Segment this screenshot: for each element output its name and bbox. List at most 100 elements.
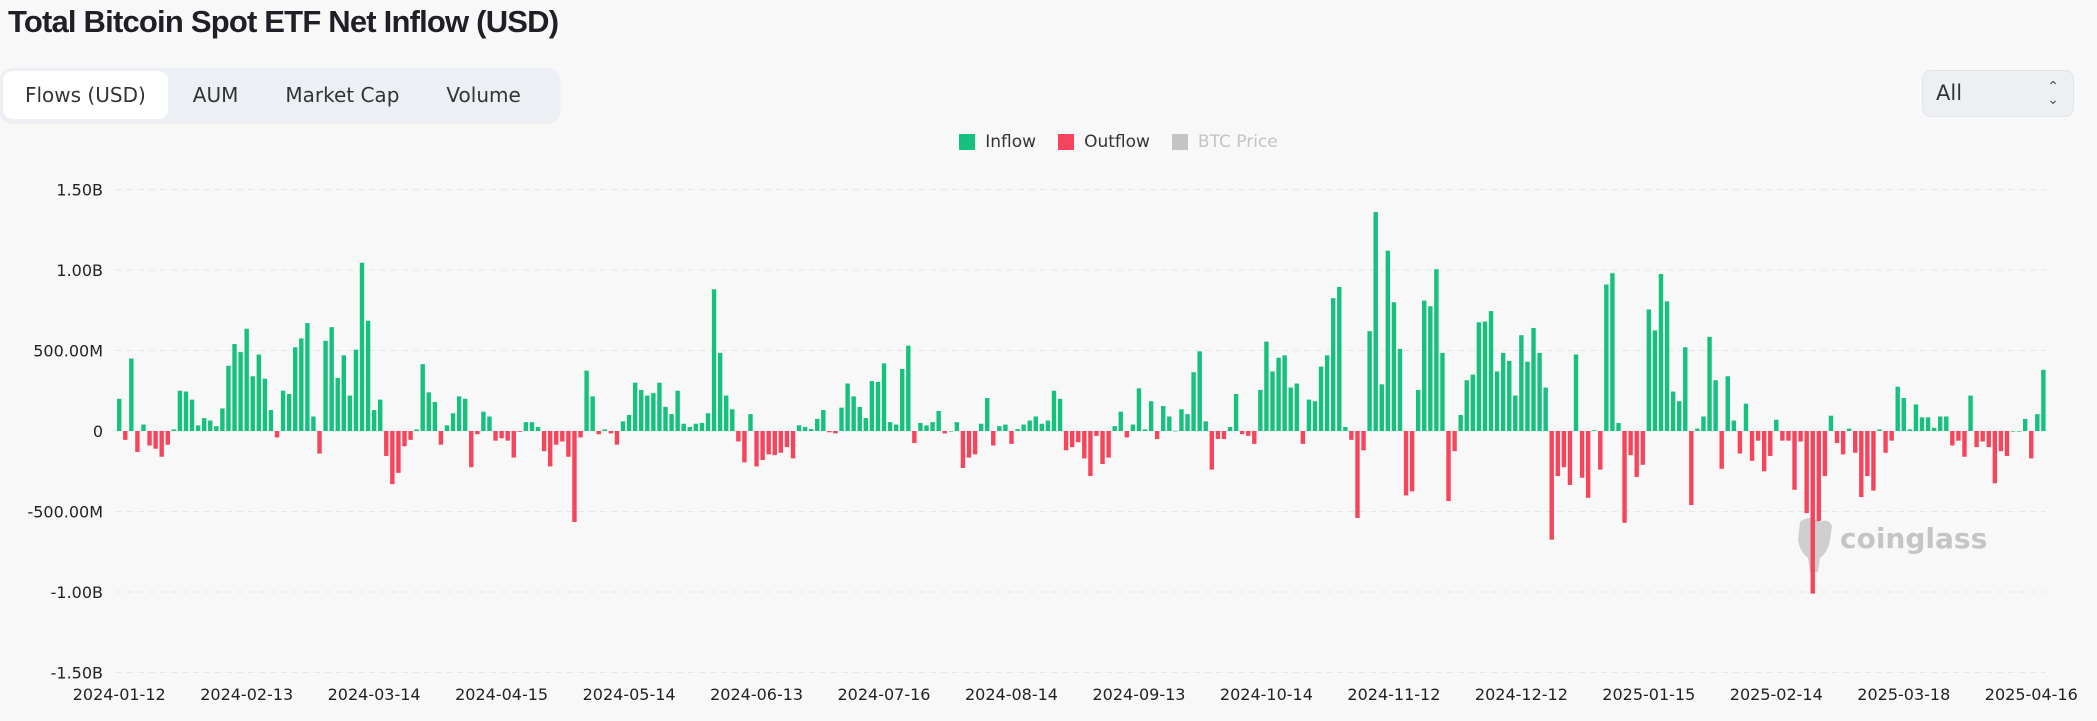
inflow-bar[interactable] (268, 410, 274, 431)
outflow-bar[interactable] (554, 431, 559, 445)
inflow-bar[interactable] (232, 344, 237, 431)
inflow-bar[interactable] (365, 320, 371, 431)
inflow-bar[interactable] (1294, 383, 1299, 432)
outflow-bar[interactable] (1561, 431, 1567, 468)
inflow-bar[interactable] (1130, 424, 1136, 431)
outflow-bar[interactable] (960, 431, 966, 469)
inflow-bar[interactable] (414, 429, 419, 431)
inflow-bar[interactable] (705, 413, 711, 431)
tab-flows[interactable]: Flows (USD) (3, 71, 168, 119)
legend-outflow[interactable]: Outflow (1058, 132, 1150, 152)
outflow-bar[interactable] (1154, 431, 1160, 440)
outflow-bar[interactable] (766, 431, 771, 455)
outflow-bar[interactable] (1252, 431, 1257, 444)
outflow-bar[interactable] (1585, 431, 1591, 498)
outflow-bar[interactable] (1567, 431, 1573, 485)
outflow-bar[interactable] (1816, 431, 1821, 522)
inflow-bar[interactable] (724, 395, 729, 431)
outflow-bar[interactable] (1106, 431, 1111, 458)
outflow-bar[interactable] (159, 431, 164, 457)
inflow-bar[interactable] (378, 399, 383, 431)
tab-volume[interactable]: Volume (446, 83, 521, 107)
inflow-bar[interactable] (1312, 401, 1318, 431)
outflow-bar[interactable] (1804, 431, 1809, 514)
inflow-bar[interactable] (456, 396, 462, 431)
outflow-bar[interactable] (560, 431, 565, 442)
outflow-bar[interactable] (1088, 431, 1093, 477)
inflow-bar[interactable] (347, 395, 353, 431)
inflow-bar[interactable] (529, 422, 535, 431)
inflow-bar[interactable] (1057, 398, 1063, 431)
inflow-bar[interactable] (651, 393, 656, 431)
outflow-bar[interactable] (1768, 431, 1773, 456)
inflow-bar[interactable] (214, 426, 219, 431)
inflow-bar[interactable] (930, 422, 935, 431)
inflow-bar[interactable] (924, 425, 929, 431)
inflow-bar[interactable] (808, 429, 814, 431)
inflow-bar[interactable] (1136, 388, 1142, 431)
inflow-bar[interactable] (117, 398, 122, 431)
inflow-bar[interactable] (717, 352, 723, 431)
outflow-bar[interactable] (438, 431, 444, 445)
inflow-bar[interactable] (839, 407, 844, 431)
inflow-bar[interactable] (1573, 354, 1579, 431)
outflow-bar[interactable] (1859, 431, 1864, 498)
inflow-bar[interactable] (639, 389, 644, 431)
outflow-bar[interactable] (317, 431, 322, 454)
outflow-bar[interactable] (1992, 431, 1998, 484)
range-select[interactable]: All ⌃ ⌄ (1922, 70, 2074, 117)
legend-inflow[interactable]: Inflow (959, 132, 1036, 152)
inflow-bar[interactable] (875, 381, 881, 431)
inflow-bar[interactable] (869, 381, 875, 431)
inflow-bar[interactable] (821, 410, 826, 431)
outflow-bar[interactable] (1221, 431, 1227, 440)
inflow-bar[interactable] (985, 398, 990, 431)
inflow-bar[interactable] (1470, 374, 1476, 431)
outflow-bar[interactable] (505, 431, 510, 441)
inflow-bar[interactable] (1901, 398, 1906, 431)
inflow-bar[interactable] (341, 355, 346, 431)
inflow-bar[interactable] (1907, 429, 1913, 431)
outflow-bar[interactable] (608, 431, 614, 434)
inflow-bar[interactable] (226, 365, 231, 431)
inflow-bar[interactable] (1264, 341, 1269, 431)
inflow-bar[interactable] (481, 411, 486, 431)
inflow-bar[interactable] (711, 289, 717, 431)
inflow-bar[interactable] (299, 338, 304, 431)
inflow-bar[interactable] (1385, 250, 1391, 431)
inflow-bar[interactable] (250, 376, 255, 431)
outflow-bar[interactable] (1640, 431, 1645, 465)
inflow-bar[interactable] (1676, 401, 1682, 431)
inflow-bar[interactable] (590, 396, 595, 431)
inflow-bar[interactable] (1373, 212, 1378, 431)
inflow-bar[interactable] (183, 391, 189, 431)
inflow-bar[interactable] (305, 323, 310, 431)
outflow-bar[interactable] (1555, 431, 1560, 477)
inflow-bar[interactable] (220, 408, 225, 431)
inflow-bar[interactable] (208, 420, 213, 431)
inflow-bar[interactable] (1397, 348, 1403, 431)
outflow-bar[interactable] (1009, 431, 1014, 444)
inflow-bar[interactable] (1664, 301, 1670, 431)
inflow-bar[interactable] (1658, 274, 1664, 431)
inflow-bar[interactable] (1179, 409, 1184, 431)
inflow-bar[interactable] (2041, 369, 2046, 431)
inflow-bar[interactable] (2022, 418, 2028, 431)
outflow-bar[interactable] (123, 431, 128, 440)
inflow-bar[interactable] (1610, 273, 1615, 431)
outflow-bar[interactable] (153, 431, 158, 449)
outflow-bar[interactable] (1094, 431, 1099, 436)
inflow-bar[interactable] (1027, 420, 1032, 431)
inflow-bar[interactable] (1500, 352, 1506, 431)
outflow-bar[interactable] (1871, 431, 1876, 491)
outflow-bar[interactable] (1215, 431, 1221, 440)
inflow-bar[interactable] (815, 418, 820, 431)
outflow-bar[interactable] (1810, 431, 1815, 594)
inflow-bar[interactable] (1895, 386, 1900, 431)
inflow-bar[interactable] (129, 358, 134, 431)
inflow-bar[interactable] (1494, 371, 1500, 431)
inflow-bar[interactable] (748, 414, 753, 431)
inflow-bar[interactable] (1931, 427, 1937, 431)
inflow-bar[interactable] (1731, 420, 1737, 431)
inflow-bar[interactable] (201, 418, 207, 431)
